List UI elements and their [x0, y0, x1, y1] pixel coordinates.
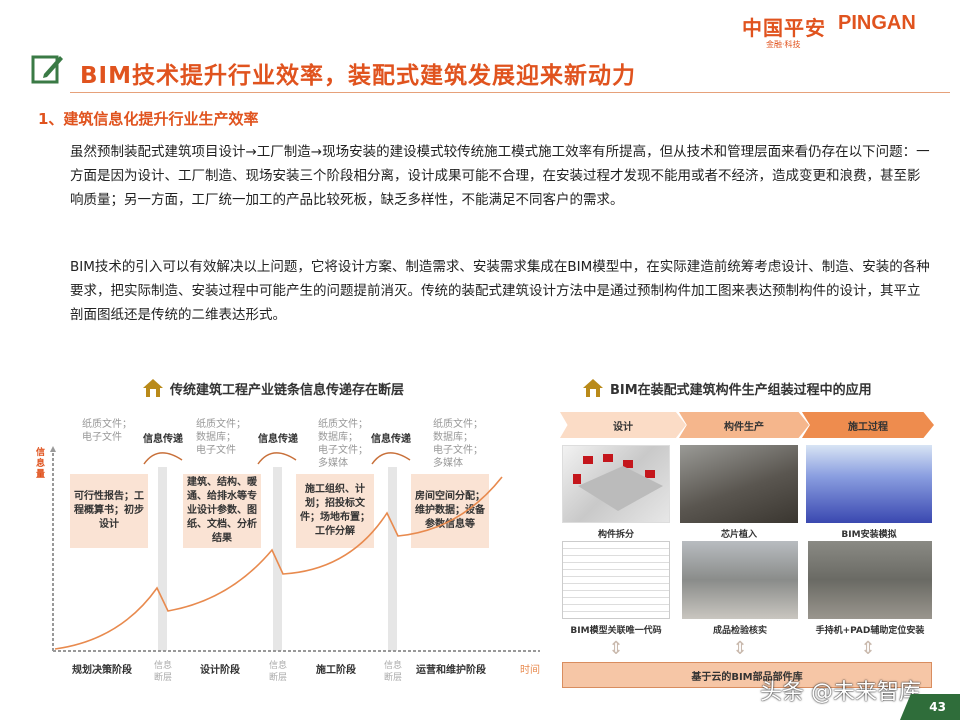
house-icon	[583, 379, 603, 397]
logo-chinese: 中国平安	[742, 16, 826, 40]
y-axis-label: 信息量	[36, 448, 46, 480]
phase-production: 构件生产	[679, 412, 809, 438]
doc-type-label: 纸质文件； 数据库； 电子文件； 多媒体	[433, 419, 483, 469]
doc-type-label: 纸质文件； 数据库； 电子文件	[196, 419, 246, 456]
x-axis-label: 时间	[520, 665, 540, 676]
page-title: BIM技术提升行业效率，装配式建筑发展迎来新动力	[80, 63, 636, 89]
caption: BIM安装模拟	[841, 530, 897, 540]
page-number: 43	[900, 694, 960, 720]
paragraph: BIM技术的引入可以有效解决以上问题，它将设计方案、制造需求、安装需求集成在BI…	[70, 259, 930, 323]
caption: BIM模型关联唯一代码	[570, 626, 662, 636]
logo-english: PINGAN	[838, 12, 916, 34]
chip-embedding-photo	[680, 445, 798, 523]
up-down-arrow-icon: ⇕	[860, 638, 876, 659]
watermark: 头条 @未来智库	[760, 680, 921, 705]
info-break-column	[388, 467, 397, 651]
transfer-arrow	[257, 452, 297, 465]
edit-pencil-icon	[31, 55, 63, 84]
stage-label: 运营和维护阶段	[416, 665, 486, 676]
bim-component-split-image	[562, 445, 670, 523]
section-heading: 1、建筑信息化提升行业生产效率	[38, 110, 259, 128]
cloud-bim-library-bar: 基于云的BIM部品部件库	[562, 662, 932, 688]
logo-tagline: 金融·科技	[766, 40, 801, 49]
transfer-label: 信息传递	[143, 434, 183, 445]
right-diagram-title-text: BIM在装配式建筑构件生产组装过程中的应用	[610, 382, 872, 398]
y-axis-arrow	[50, 446, 56, 452]
paragraph: 虽然预制装配式建筑项目设计→工厂制造→现场安装的建设模式较传统施工模式施工效率有…	[70, 144, 930, 208]
title-divider	[70, 92, 950, 93]
info-break-column	[158, 467, 167, 651]
stage-label: 施工阶段	[316, 665, 356, 676]
phase-design: 设计	[560, 412, 686, 438]
bim-installation-simulation-image	[806, 445, 932, 523]
caption: 手持机+PAD辅助定位安装	[815, 626, 925, 636]
doc-type-label: 纸质文件； 数据库； 电子文件； 多媒体	[318, 419, 368, 469]
info-break-column	[273, 467, 282, 651]
up-down-arrow-icon: ⇕	[732, 638, 748, 659]
caption: 成品检验核实	[712, 626, 767, 636]
handheld-positioning-photo	[808, 541, 932, 619]
left-diagram-title-text: 传统建筑工程产业链条信息传递存在断层	[170, 382, 405, 398]
house-icon	[143, 379, 163, 397]
info-box: 施工组织、计划；招投标文件；场地布置；工作分解	[296, 474, 374, 548]
info-box: 可行性报告；工程概算书；初步设计	[70, 474, 148, 548]
stage-label: 设计阶段	[200, 665, 240, 676]
info-box: 建筑、结构、暖通、给排水等专业设计参数、图纸、文档、分析结果	[183, 474, 261, 548]
phase-construction: 施工过程	[802, 412, 934, 438]
up-down-arrow-icon: ⇕	[608, 638, 624, 659]
break-label: 信息断层	[268, 661, 287, 683]
transfer-label: 信息传递	[371, 434, 411, 445]
break-label: 信息断层	[153, 661, 172, 683]
transfer-arrow	[143, 452, 183, 465]
transfer-label: 信息传递	[258, 434, 298, 445]
transfer-arrow	[371, 452, 411, 465]
break-label: 信息断层	[383, 661, 402, 683]
left-diagram-title: 传统建筑工程产业链条信息传递存在断层	[142, 378, 404, 398]
caption: 芯片植入	[720, 530, 757, 540]
right-diagram-title: BIM在装配式建筑构件生产组装过程中的应用	[582, 378, 872, 398]
bim-model-code-screenshot	[562, 541, 670, 619]
product-inspection-photo	[682, 541, 798, 619]
info-box: 房间空间分配；维护数据；设备参数信息等	[411, 474, 489, 548]
doc-type-label: 纸质文件； 电子文件	[82, 419, 132, 443]
stage-label: 规划决策阶段	[72, 665, 132, 676]
caption: 构件拆分	[597, 530, 634, 540]
